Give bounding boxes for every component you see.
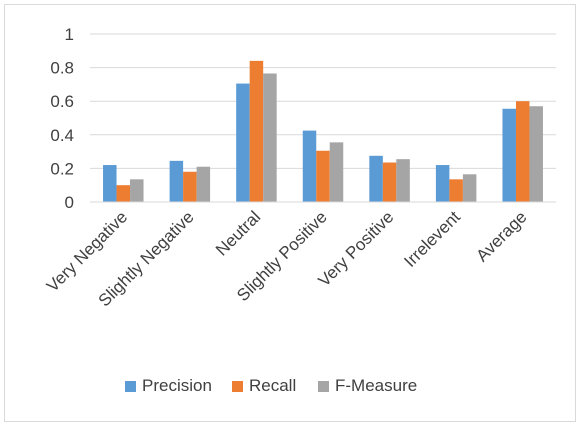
bar-precision-2 — [169, 160, 184, 202]
bar-recall-5 — [382, 162, 397, 202]
bar-recall-2 — [183, 171, 197, 202]
legend-label: Recall — [249, 376, 296, 395]
y-tick-label: 1 — [65, 25, 74, 44]
bar-f-measure-5 — [396, 159, 410, 202]
bar-precision-7 — [502, 108, 516, 202]
legend-label: Precision — [142, 376, 212, 395]
legend-swatch — [232, 381, 243, 392]
bar-precision-6 — [435, 165, 450, 202]
bar-recall-1 — [116, 185, 131, 202]
bar-precision-4 — [302, 130, 317, 202]
legend: Precision Recall F-Measure — [125, 376, 417, 395]
bars — [103, 60, 543, 202]
y-tick-label: 0 — [65, 193, 74, 212]
y-axis-tick-labels: 0 0.2 0.4 0.6 0.8 1 — [50, 25, 74, 212]
bar-recall-3 — [249, 60, 264, 202]
legend-swatch — [125, 381, 136, 392]
x-category-label: Neutral — [212, 207, 264, 259]
legend-label: F-Measure — [335, 376, 417, 395]
bar-recall-6 — [449, 179, 463, 202]
legend-swatch — [318, 381, 329, 392]
x-category-label: Average — [473, 207, 531, 265]
bar-precision-5 — [369, 155, 383, 202]
x-category-label: Irrelevent — [400, 207, 464, 271]
chart-area — [4, 4, 576, 422]
y-tick-label: 0.8 — [50, 59, 74, 78]
bar-f-measure-2 — [196, 166, 211, 202]
bar-precision-3 — [236, 83, 250, 202]
bar-recall-7 — [515, 101, 530, 202]
y-tick-label: 0.2 — [50, 159, 74, 178]
bar-recall-4 — [316, 150, 330, 202]
gridlines — [90, 33, 556, 169]
bar-f-measure-3 — [263, 73, 277, 202]
y-tick-label: 0.4 — [50, 126, 74, 145]
bar-f-measure-4 — [329, 142, 344, 202]
bar-f-measure-6 — [462, 174, 477, 202]
bar-precision-1 — [103, 165, 117, 202]
y-tick-label: 0.6 — [50, 92, 74, 111]
bar-f-measure-1 — [130, 179, 144, 202]
bar-f-measure-7 — [529, 106, 543, 202]
